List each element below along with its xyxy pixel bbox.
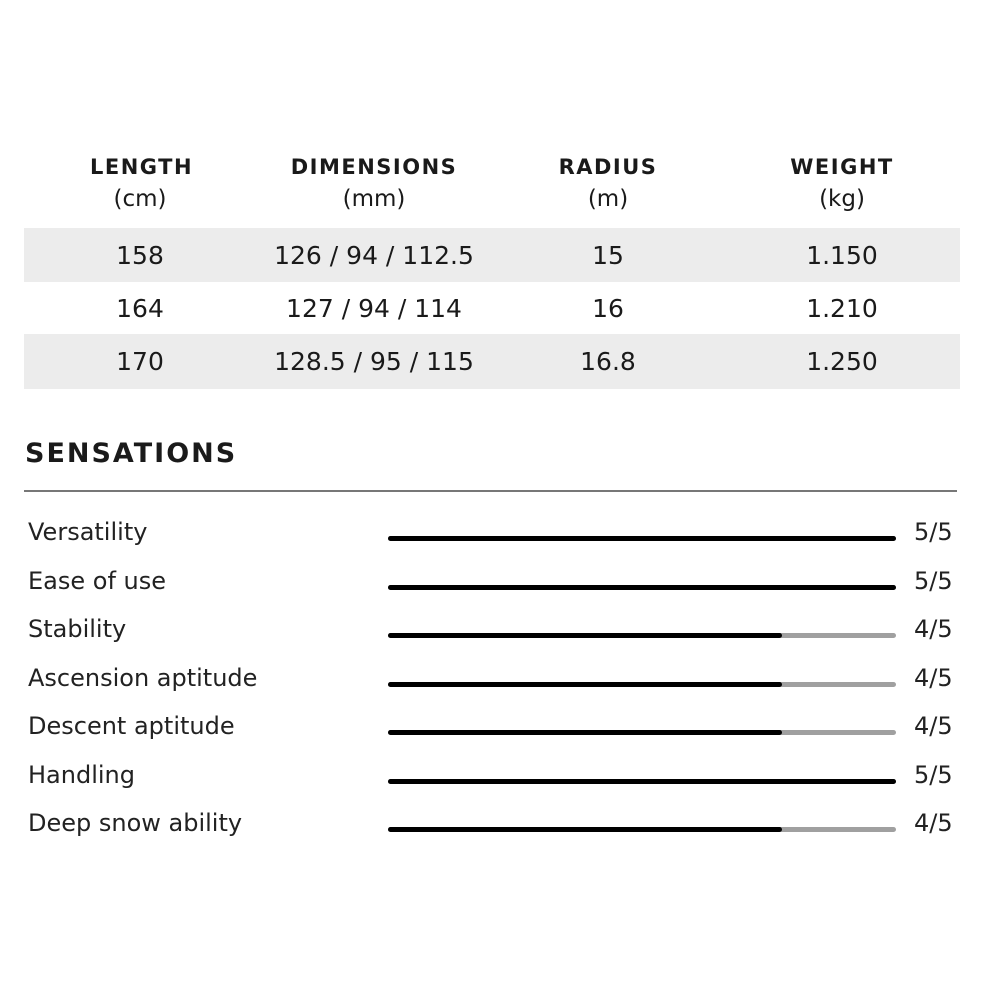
sensation-label: Ease of use <box>28 566 167 595</box>
sensation-label: Handling <box>28 760 135 789</box>
rating-value: 4/5 <box>914 615 953 643</box>
sensation-row: Handling 5/5 <box>0 755 1000 804</box>
rating-bar <box>388 730 896 735</box>
divider <box>24 490 957 492</box>
sensation-label: Ascension aptitude <box>28 663 258 692</box>
table-row: 170 128.5 / 95 / 115 16.8 1.250 <box>24 334 960 389</box>
cell-radius: 16 <box>592 293 624 323</box>
sensation-row: Ascension aptitude 4/5 <box>0 658 1000 707</box>
sensation-label: Versatility <box>28 518 148 546</box>
cell-radius: 16.8 <box>580 347 636 376</box>
header-dimensions: DIMENSIONS (mm) <box>224 150 524 214</box>
sensation-label: Deep snow ability <box>28 809 243 837</box>
sensation-row: Descent aptitude 4/5 <box>0 706 1000 755</box>
rating-bar <box>388 827 896 832</box>
rating-bar <box>388 633 896 638</box>
rating-bar <box>388 778 896 784</box>
cell-length: 164 <box>116 293 164 323</box>
rating-bar-fill <box>388 584 896 590</box>
cell-weight: 1.150 <box>806 240 878 270</box>
rating-bar-fill <box>388 536 896 541</box>
rating-value: 4/5 <box>914 663 953 692</box>
header-length: LENGTH (cm) <box>90 150 194 214</box>
rating-bar-fill <box>388 778 896 784</box>
table-row: 158 126 / 94 / 112.5 15 1.150 <box>24 228 960 282</box>
header-label: LENGTH <box>90 155 194 179</box>
cell-dimensions: 128.5 / 95 / 115 <box>274 347 474 376</box>
cell-radius: 15 <box>592 240 624 270</box>
header-unit: (m) <box>587 186 629 212</box>
cell-dimensions: 126 / 94 / 112.5 <box>274 240 474 270</box>
sensation-row: Ease of use 5/5 <box>0 561 1000 610</box>
sensation-row: Stability 4/5 <box>0 609 1000 658</box>
rating-bar-fill <box>388 633 783 638</box>
header-unit: (cm) <box>113 186 167 212</box>
specs-table: LENGTH (cm) DIMENSIONS (mm) RADIUS (m) WEIG… <box>24 150 960 389</box>
rating-bar <box>388 681 896 687</box>
rating-value: 5/5 <box>914 518 953 546</box>
header-weight: WEIGHT (kg) <box>742 150 942 214</box>
header-label: WEIGHT <box>790 155 894 179</box>
cell-dimensions: 127 / 94 / 114 <box>286 293 462 323</box>
table-header: LENGTH (cm) DIMENSIONS (mm) RADIUS (m) WEIG… <box>24 150 960 228</box>
cell-length: 158 <box>116 240 164 270</box>
sensation-row: Deep snow ability 4/5 <box>0 803 1000 852</box>
sensation-label: Descent aptitude <box>28 712 235 740</box>
rating-value: 4/5 <box>914 712 953 740</box>
header-radius: RADIUS (m) <box>508 150 708 214</box>
sensation-label: Stability <box>28 615 127 643</box>
rating-value: 4/5 <box>914 809 953 837</box>
rating-bar-fill <box>388 827 783 832</box>
rating-value: 5/5 <box>914 566 953 595</box>
rating-bar <box>388 536 896 541</box>
rating-value: 5/5 <box>914 760 953 789</box>
table-row: 164 127 / 94 / 114 16 1.210 <box>24 282 960 334</box>
sensations-title: SENSATIONS <box>25 438 238 469</box>
cell-weight: 1.210 <box>806 293 878 323</box>
rating-bar-fill <box>388 730 783 735</box>
header-label: RADIUS <box>558 155 658 179</box>
sensation-row: Versatility 5/5 <box>0 512 1000 561</box>
rating-bar <box>388 584 896 590</box>
header-unit: (mm) <box>342 186 406 212</box>
cell-length: 170 <box>116 347 164 376</box>
sensations-list: Versatility 5/5 Ease of use 5/5 Stability … <box>0 512 1000 852</box>
header-unit: (kg) <box>819 186 865 212</box>
header-label: DIMENSIONS <box>290 155 458 179</box>
cell-weight: 1.250 <box>806 347 878 376</box>
rating-bar-fill <box>388 681 783 687</box>
